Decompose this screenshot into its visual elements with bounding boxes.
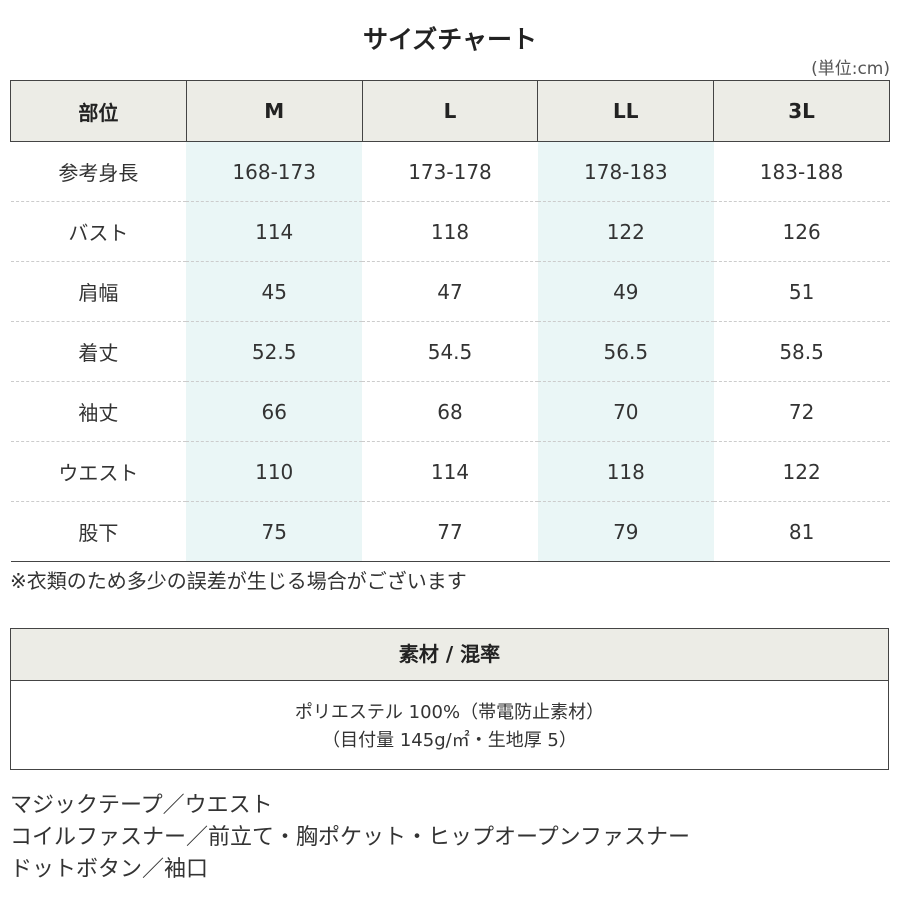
cell: 47 (362, 261, 538, 322)
material-box: 素材 / 混率 ポリエステル 100%（帯電防止素材） （目付量 145g/㎡・生… (10, 628, 889, 770)
row-label: バスト (10, 201, 187, 262)
cell: 66 (186, 381, 363, 442)
table-row: 参考身長 168-173 173-178 178-183 183-188 (10, 141, 890, 202)
table-row: 袖丈 66 68 70 72 (10, 381, 890, 442)
table-row: ウエスト 110 114 118 122 (10, 441, 890, 502)
cell: 122 (713, 441, 890, 502)
row-label: 着丈 (10, 321, 187, 382)
cell: 70 (537, 381, 714, 442)
size-table: 部位 M L LL 3L 参考身長 168-173 173-178 178-183 183-188… (10, 80, 890, 562)
cell: 51 (713, 261, 890, 322)
cell: 118 (362, 201, 538, 262)
feature-line: マジックテープ／ウエスト (10, 793, 273, 818)
header-cell: 部位 (10, 80, 187, 142)
header-row: 部位 M L LL 3L (10, 80, 890, 142)
cell: 72 (713, 381, 890, 442)
cell: 178-183 (537, 141, 714, 202)
row-label: 参考身長 (10, 141, 187, 202)
row-label: ウエスト (10, 441, 187, 502)
cell: 81 (713, 501, 890, 562)
cell: 52.5 (186, 321, 363, 382)
note: ※衣類のため多少の誤差が生じる場合がございます (10, 569, 467, 593)
feature-line: ドットボタン／袖口 (10, 857, 209, 882)
header-cell: LL (537, 80, 715, 142)
cell: 45 (186, 261, 363, 322)
cell: 114 (186, 201, 363, 262)
header-cell: M (185, 80, 363, 142)
table-row: バスト 114 118 122 126 (10, 201, 890, 262)
cell: 126 (713, 201, 890, 262)
cell: 49 (537, 261, 714, 322)
material-body: ポリエステル 100%（帯電防止素材） （目付量 145g/㎡・生地厚 5） (11, 681, 888, 755)
cell: 110 (186, 441, 363, 502)
features: マジックテープ／ウエストコイルファスナー／前立て・胸ポケット・ヒップオープンファ… (10, 790, 690, 886)
feature-line: コイルファスナー／前立て・胸ポケット・ヒップオープンファスナー (10, 825, 691, 850)
cell: 173-178 (362, 141, 538, 202)
cell: 122 (537, 201, 714, 262)
cell: 68 (362, 381, 538, 442)
cell: 118 (537, 441, 714, 502)
unit-label: (単位:cm) (811, 59, 890, 79)
cell: 75 (186, 501, 363, 562)
row-label: 股下 (10, 501, 187, 562)
table-body: 参考身長 168-173 173-178 178-183 183-188 バスト 114 11… (10, 141, 890, 562)
row-label: 肩幅 (10, 261, 187, 322)
table-row: 股下 75 77 79 81 (10, 501, 890, 562)
cell: 56.5 (537, 321, 714, 382)
table-row: 着丈 52.5 54.5 56.5 58.5 (10, 321, 890, 382)
header-cell: 3L (713, 80, 890, 142)
cell: 54.5 (362, 321, 538, 382)
cell: 183-188 (713, 141, 890, 202)
row-label: 袖丈 (10, 381, 187, 442)
cell: 58.5 (713, 321, 890, 382)
header-cell: L (361, 80, 539, 142)
table-row: 肩幅 45 47 49 51 (10, 261, 890, 322)
cell: 79 (537, 501, 714, 562)
cell: 77 (362, 501, 538, 562)
title: サイズチャート (362, 25, 537, 54)
material-title: 素材 / 混率 (11, 629, 888, 681)
material-line: ポリエステル 100%（帯電防止素材） (294, 702, 605, 723)
cell: 114 (362, 441, 538, 502)
material-line: （目付量 145g/㎡・生地厚 5） (322, 730, 577, 751)
cell: 168-173 (186, 141, 363, 202)
